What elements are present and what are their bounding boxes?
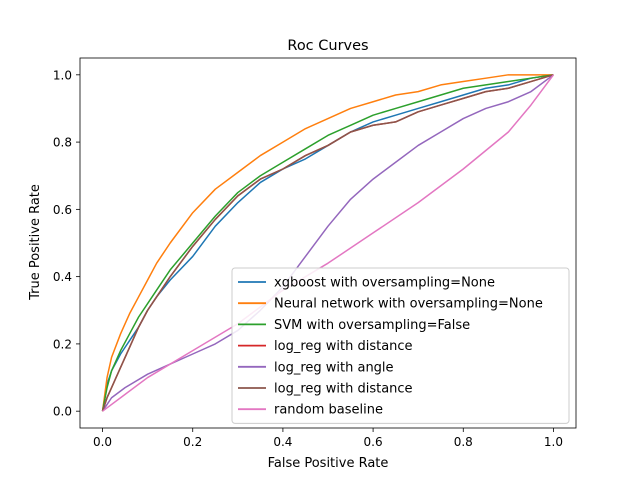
series-line-5 — [101, 74, 554, 412]
legend-label: log_reg with distance — [274, 339, 413, 354]
x-tick-label: 0.6 — [364, 435, 383, 449]
legend-label: log_reg with distance — [274, 382, 413, 397]
legend-label: log_reg with angle — [274, 360, 394, 375]
y-tick-label: 1.0 — [53, 68, 72, 82]
y-tick-label: 0.8 — [53, 136, 72, 150]
x-axis-label: False Positive Rate — [268, 456, 389, 471]
x-tick-label: 0.4 — [273, 435, 292, 449]
axes-frame — [79, 57, 577, 429]
y-tick-label: 0.2 — [53, 337, 72, 351]
y-axis-label: True Positive Rate — [28, 184, 43, 301]
series-line-7 — [102, 74, 555, 412]
chart-title: Roc Curves — [287, 38, 368, 54]
y-tick-label: 0.4 — [53, 270, 72, 284]
y-tick-label: 0.0 — [53, 405, 72, 419]
y-tick-label: 0.6 — [53, 203, 72, 217]
axes: 0.0 0.2 0.4 0.6 0.8 1.0 0.0 0.2 0.4 0.6 0.8 1.0 — [53, 57, 577, 449]
legend-box — [231, 267, 570, 424]
series-line-2 — [101, 74, 554, 412]
series-line-1 — [101, 74, 554, 412]
x-tick-label: 1.0 — [544, 435, 563, 449]
legend-label: SVM with oversampling=False — [274, 318, 470, 333]
legend: xgboost with oversampling=None Neural net… — [231, 267, 570, 424]
x-tick-label: 0.2 — [183, 435, 202, 449]
legend-label: Neural network with oversampling=None — [274, 297, 543, 312]
x-tick-label: 0.0 — [93, 435, 112, 449]
series-line-6 — [101, 74, 554, 412]
series-line-3 — [101, 74, 554, 412]
legend-label: random baseline — [274, 403, 383, 418]
legend-label: xgboost with oversampling=None — [274, 276, 495, 291]
x-tick-label: 0.8 — [454, 435, 473, 449]
plot-area — [101, 74, 555, 412]
